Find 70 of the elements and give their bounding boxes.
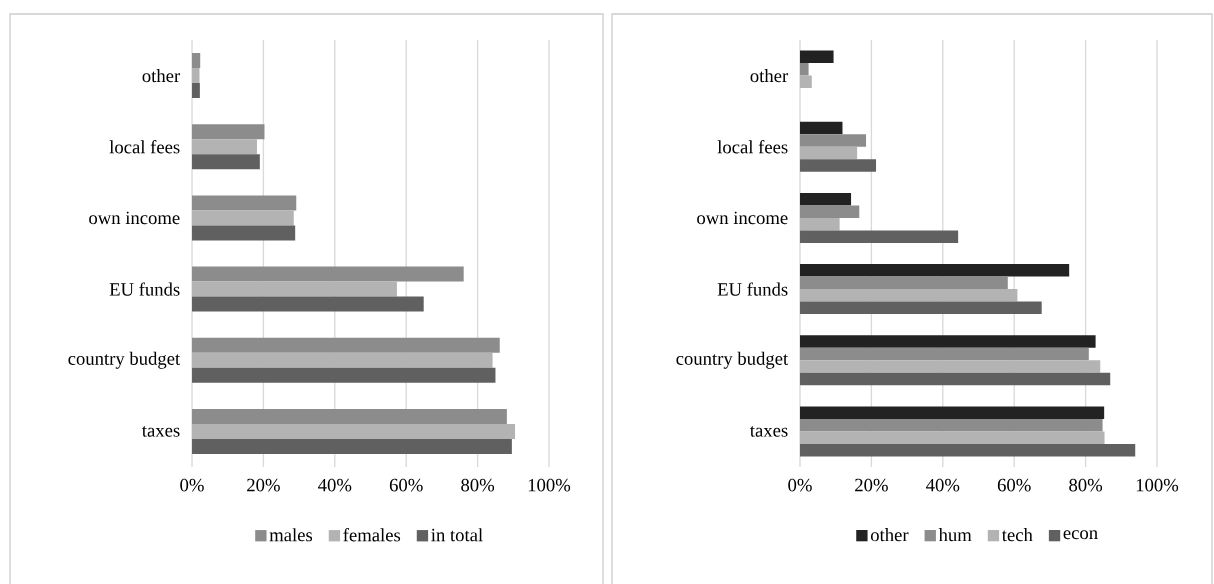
x-tick-label: 60% bbox=[389, 478, 423, 492]
y-tick-label: country budget bbox=[676, 351, 789, 369]
bar bbox=[192, 352, 493, 368]
bar bbox=[800, 146, 858, 160]
bar bbox=[192, 281, 397, 297]
y-tick-label: EU funds bbox=[109, 282, 180, 296]
bar bbox=[192, 423, 516, 439]
legend-label: econ bbox=[1063, 530, 1098, 540]
bar bbox=[192, 438, 512, 454]
bar bbox=[192, 337, 500, 353]
legend-label: males bbox=[269, 528, 313, 542]
bar bbox=[192, 408, 507, 424]
x-tick-label: 60% bbox=[997, 478, 1031, 492]
legend-label: other bbox=[870, 528, 909, 542]
bar bbox=[192, 195, 297, 211]
bar bbox=[192, 68, 200, 84]
y-tick-label: other bbox=[142, 69, 181, 83]
bar bbox=[800, 205, 860, 218]
bar bbox=[192, 367, 496, 383]
x-tick-label: 0% bbox=[180, 478, 204, 492]
bar bbox=[192, 266, 464, 282]
x-tick-label: 40% bbox=[318, 478, 352, 492]
bar bbox=[192, 210, 294, 226]
x-tick-label: 40% bbox=[926, 478, 960, 492]
legend-label: females bbox=[343, 528, 401, 542]
x-tick-label: 100% bbox=[1136, 478, 1179, 492]
bar bbox=[800, 406, 1105, 419]
bar bbox=[800, 372, 1111, 386]
y-tick-label: EU funds bbox=[717, 282, 788, 296]
x-tick-label: 20% bbox=[247, 478, 280, 492]
x-tick-label: 0% bbox=[788, 478, 812, 492]
bar bbox=[800, 443, 1136, 457]
y-tick-label: taxes bbox=[750, 426, 788, 437]
bar bbox=[800, 335, 1096, 348]
bar bbox=[800, 347, 1089, 361]
y-tick-label: country budget bbox=[68, 351, 181, 369]
bar bbox=[800, 230, 959, 243]
bar bbox=[800, 431, 1105, 444]
bar bbox=[800, 301, 1042, 315]
legend-label: tech bbox=[1001, 528, 1033, 542]
bar bbox=[192, 225, 296, 241]
legend-label: in total bbox=[431, 528, 483, 542]
bar bbox=[800, 121, 843, 135]
x-tick-label: 20% bbox=[855, 478, 888, 492]
y-tick-label: other bbox=[750, 69, 789, 83]
bar bbox=[800, 360, 1101, 373]
bar bbox=[800, 134, 867, 147]
bar bbox=[800, 50, 834, 64]
y-tick-label: local fees bbox=[717, 140, 788, 154]
x-tick-label: 80% bbox=[461, 478, 495, 492]
bar bbox=[192, 154, 260, 170]
y-tick-label: taxes bbox=[142, 426, 180, 437]
bar bbox=[192, 296, 424, 312]
bar bbox=[800, 276, 1008, 290]
y-tick-label: own income bbox=[89, 211, 180, 225]
bar bbox=[800, 217, 840, 231]
bar bbox=[800, 418, 1103, 432]
bar bbox=[800, 264, 1070, 277]
x-tick-label: 80% bbox=[1069, 478, 1103, 492]
bar bbox=[800, 63, 809, 76]
bar bbox=[192, 124, 265, 140]
bar bbox=[800, 159, 877, 172]
bar bbox=[192, 139, 257, 155]
y-tick-label: local fees bbox=[109, 140, 180, 154]
bar bbox=[800, 192, 852, 206]
y-tick-label: own income bbox=[697, 211, 788, 225]
x-tick-label: 100% bbox=[528, 478, 571, 492]
legend-label: hum bbox=[938, 528, 972, 542]
bar bbox=[800, 75, 812, 89]
bar bbox=[800, 289, 1018, 302]
